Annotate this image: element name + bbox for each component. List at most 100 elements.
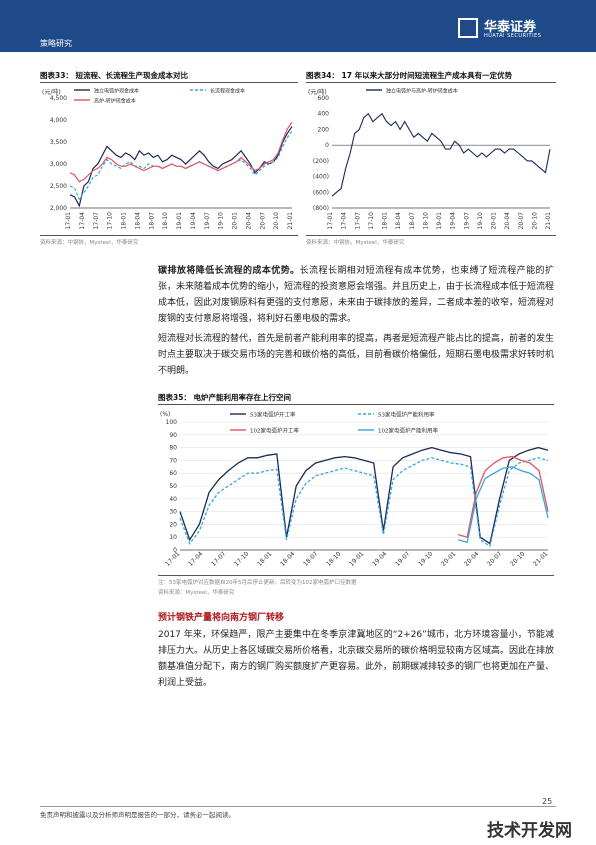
legend-label: 长流程现金成本	[210, 88, 245, 95]
x-tick-label: 17-07	[93, 212, 100, 230]
figure35-rule-bottom	[158, 575, 554, 576]
y-tick-label: 40	[169, 496, 177, 503]
x-tick-label: 19-01	[176, 212, 183, 230]
x-tick-label: 17-01	[65, 212, 72, 230]
x-tick-label: 20-07	[486, 550, 503, 567]
y-tick-label: 80	[169, 445, 177, 452]
series-line-3	[458, 455, 549, 539]
x-tick-label: 18-07	[409, 212, 416, 230]
x-tick-label: 18-04	[134, 212, 141, 230]
x-tick-label: 18-07	[302, 550, 319, 567]
x-tick-label: 20-10	[531, 212, 538, 230]
x-tick-label: 18-01	[121, 212, 128, 230]
x-tick-label: 21-01	[287, 212, 294, 230]
footer-disclaimer: 免责声明和披露以及分析师声明是报告的一部分，请务必一起阅读。	[40, 811, 235, 819]
x-tick-label: 20-07	[259, 212, 266, 230]
x-tick-label: 20-10	[509, 550, 526, 567]
y-unit-label: (元/吨)	[42, 88, 61, 96]
figure34-rule	[306, 82, 556, 83]
x-tick-label: 18-04	[279, 550, 296, 567]
figure33-source: 资料来源：中钢协，Mysteel，华泰研究	[40, 240, 139, 246]
figure34-source: 资料来源：中钢协，Mysteel，华泰研究	[306, 240, 405, 246]
legend-label: 独立电弧炉与高炉-转炉现金成本	[386, 88, 458, 95]
series-line-3	[69, 121, 293, 183]
y-tick-label: 30	[169, 509, 177, 516]
x-tick-label: 20-07	[518, 212, 525, 230]
y-tick-label: 10	[169, 534, 177, 541]
x-tick-label: 20-04	[504, 212, 511, 230]
x-tick-label: 19-07	[394, 550, 411, 567]
x-tick-label: 19-01	[348, 550, 365, 567]
x-tick-label: 19-07	[463, 212, 470, 230]
x-tick-label: 21-01	[545, 212, 552, 230]
y-tick-label: 90	[169, 432, 177, 439]
x-tick-label: 19-01	[436, 212, 443, 230]
y-tick-label: 20	[169, 521, 177, 528]
x-tick-label: 19-10	[417, 550, 434, 567]
series-line-1	[69, 126, 293, 208]
x-tick-label: 19-10	[477, 212, 484, 230]
figure35-note: 注：53家电弧炉对应数据自20年5月后停止更新，后转变为102家电弧炉口径数据	[158, 580, 357, 586]
y-tick-label: 3,000	[50, 161, 67, 168]
paragraph-body: 长流程长期相对短流程有成本优势，也束缚了短流程产能的扩张，未来随着成本优势的缩小…	[158, 266, 555, 324]
header-bar	[0, 0, 596, 52]
x-tick-label: 20-10	[273, 212, 280, 230]
legend-label: 高炉-转炉现金成本	[94, 98, 136, 105]
x-tick-label: 18-04	[395, 212, 402, 230]
x-tick-label: 19-04	[450, 212, 457, 230]
y-tick-label: 3,500	[50, 139, 67, 146]
x-tick-label: 19-10	[218, 212, 225, 230]
legend-label: 102家电弧炉开工率	[250, 427, 299, 435]
x-tick-label: 17-01	[327, 212, 334, 230]
huatai-logo-icon	[458, 18, 478, 38]
x-tick-label: 20-01	[491, 212, 498, 230]
y-tick-label: 400	[318, 111, 330, 118]
y-tick-label: 200	[318, 126, 330, 133]
x-tick-label: 18-07	[148, 212, 155, 230]
section-subhead: 预计钢铁产量将向南方钢厂转移	[158, 613, 285, 623]
y-tick-label: 600	[318, 95, 330, 102]
legend-label: 53家电弧炉开工率	[250, 411, 296, 419]
y-tick-label: 4,000	[50, 117, 67, 124]
series-line-2	[179, 457, 549, 548]
y-unit-label: (元/吨)	[308, 88, 327, 96]
y-tick-label: 70	[169, 457, 177, 464]
section-label: 策略研究	[40, 39, 72, 48]
x-tick-label: 17-10	[233, 550, 250, 567]
series-line-4	[458, 466, 549, 544]
y-unit-label: (%)	[160, 411, 170, 418]
figure35-source: 资料来源：Mysteel，华泰研究	[158, 590, 235, 596]
x-tick-label: 17-10	[107, 212, 114, 230]
brand-name-en: HUATAI SECURITIES	[484, 33, 542, 39]
legend-label: 53家电弧炉产能利用率	[378, 411, 435, 419]
y-tick-label: 2,000	[50, 205, 67, 212]
x-tick-label: 17-04	[79, 212, 86, 230]
x-tick-label: 17-10	[368, 212, 375, 230]
y-tick-label: 100	[166, 419, 178, 426]
series-line-1	[179, 446, 549, 545]
figure35-rule	[158, 404, 554, 405]
series-line-2	[69, 130, 293, 201]
y-tick-label: 50	[169, 483, 177, 490]
y-tick-label: 4,500	[50, 95, 67, 102]
page-number: 25	[542, 797, 553, 806]
watermark: 技术开发网	[487, 821, 572, 841]
x-tick-label: 17-04	[187, 550, 204, 567]
figure35-title: 图表35： 电炉产能利用率存在上行空间	[158, 393, 292, 402]
figure33-rule	[40, 82, 298, 83]
x-tick-label: 17-01	[164, 550, 181, 567]
y-tick-label: (200)	[313, 158, 329, 165]
x-tick-label: 17-07	[210, 550, 227, 567]
footer-rule	[40, 806, 556, 807]
y-tick-label: (600)	[313, 189, 329, 196]
figure33-title: 图表33： 短流程、长流程生产现金成本对比	[40, 71, 189, 80]
x-tick-label: 20-01	[232, 212, 239, 230]
paragraph-lead: 碳排放将降低长流程的成本优势。	[158, 266, 300, 276]
x-tick-label: 20-01	[440, 550, 457, 567]
figure33-chart: 2,000 2,500 3,000 3,500 4,000 4,500 17-01 17-04…	[42, 88, 294, 230]
figure33-rule-bottom	[40, 235, 298, 236]
x-tick-label: 18-10	[422, 212, 429, 230]
x-tick-label: 21-01	[532, 550, 549, 567]
figure34-title: 图表34： 17 年以来大部分时间短流程生产成本具有一定优势	[306, 71, 513, 80]
x-tick-label: 19-07	[204, 212, 211, 230]
